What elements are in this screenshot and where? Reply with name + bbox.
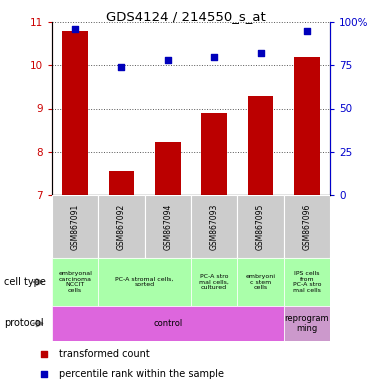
Bar xyxy=(52,195,98,258)
Bar xyxy=(284,258,330,306)
Bar xyxy=(201,113,227,195)
Text: GSM867091: GSM867091 xyxy=(70,204,80,250)
Bar xyxy=(109,171,134,195)
Text: GDS4124 / 214550_s_at: GDS4124 / 214550_s_at xyxy=(106,10,265,23)
Point xyxy=(118,64,124,70)
Point xyxy=(41,371,47,377)
Bar xyxy=(98,195,145,258)
Bar xyxy=(294,56,319,195)
Text: PC-A stromal cells,
sorted: PC-A stromal cells, sorted xyxy=(115,276,174,287)
Text: PC-A stro
mal cells,
cultured: PC-A stro mal cells, cultured xyxy=(199,274,229,290)
Text: control: control xyxy=(153,319,183,328)
Bar xyxy=(52,258,98,306)
Point xyxy=(72,26,78,32)
Text: GSM867092: GSM867092 xyxy=(117,204,126,250)
Bar xyxy=(237,258,284,306)
Text: embryonal
carcinoma
NCCIT
cells: embryonal carcinoma NCCIT cells xyxy=(58,271,92,293)
Bar xyxy=(62,31,88,195)
Bar xyxy=(191,258,237,306)
Text: protocol: protocol xyxy=(4,318,43,328)
Text: GSM867094: GSM867094 xyxy=(163,203,173,250)
Text: embryoni
c stem
cells: embryoni c stem cells xyxy=(246,274,276,290)
Bar xyxy=(145,195,191,258)
Point xyxy=(41,351,47,357)
Bar xyxy=(284,195,330,258)
Point xyxy=(165,57,171,63)
Text: GSM867093: GSM867093 xyxy=(210,203,219,250)
Text: transformed count: transformed count xyxy=(59,349,150,359)
Bar xyxy=(248,96,273,195)
Point xyxy=(257,50,263,56)
Bar xyxy=(191,195,237,258)
Text: IPS cells
from
PC-A stro
mal cells: IPS cells from PC-A stro mal cells xyxy=(293,271,321,293)
Point xyxy=(211,53,217,60)
Point xyxy=(304,28,310,34)
Bar xyxy=(155,142,181,195)
Text: cell type: cell type xyxy=(4,277,46,287)
Text: percentile rank within the sample: percentile rank within the sample xyxy=(59,369,224,379)
Bar xyxy=(52,306,284,341)
Bar xyxy=(237,195,284,258)
Bar xyxy=(98,258,191,306)
Text: reprogram
ming: reprogram ming xyxy=(285,314,329,333)
Text: GSM867096: GSM867096 xyxy=(302,203,311,250)
Bar xyxy=(284,306,330,341)
Text: GSM867095: GSM867095 xyxy=(256,203,265,250)
